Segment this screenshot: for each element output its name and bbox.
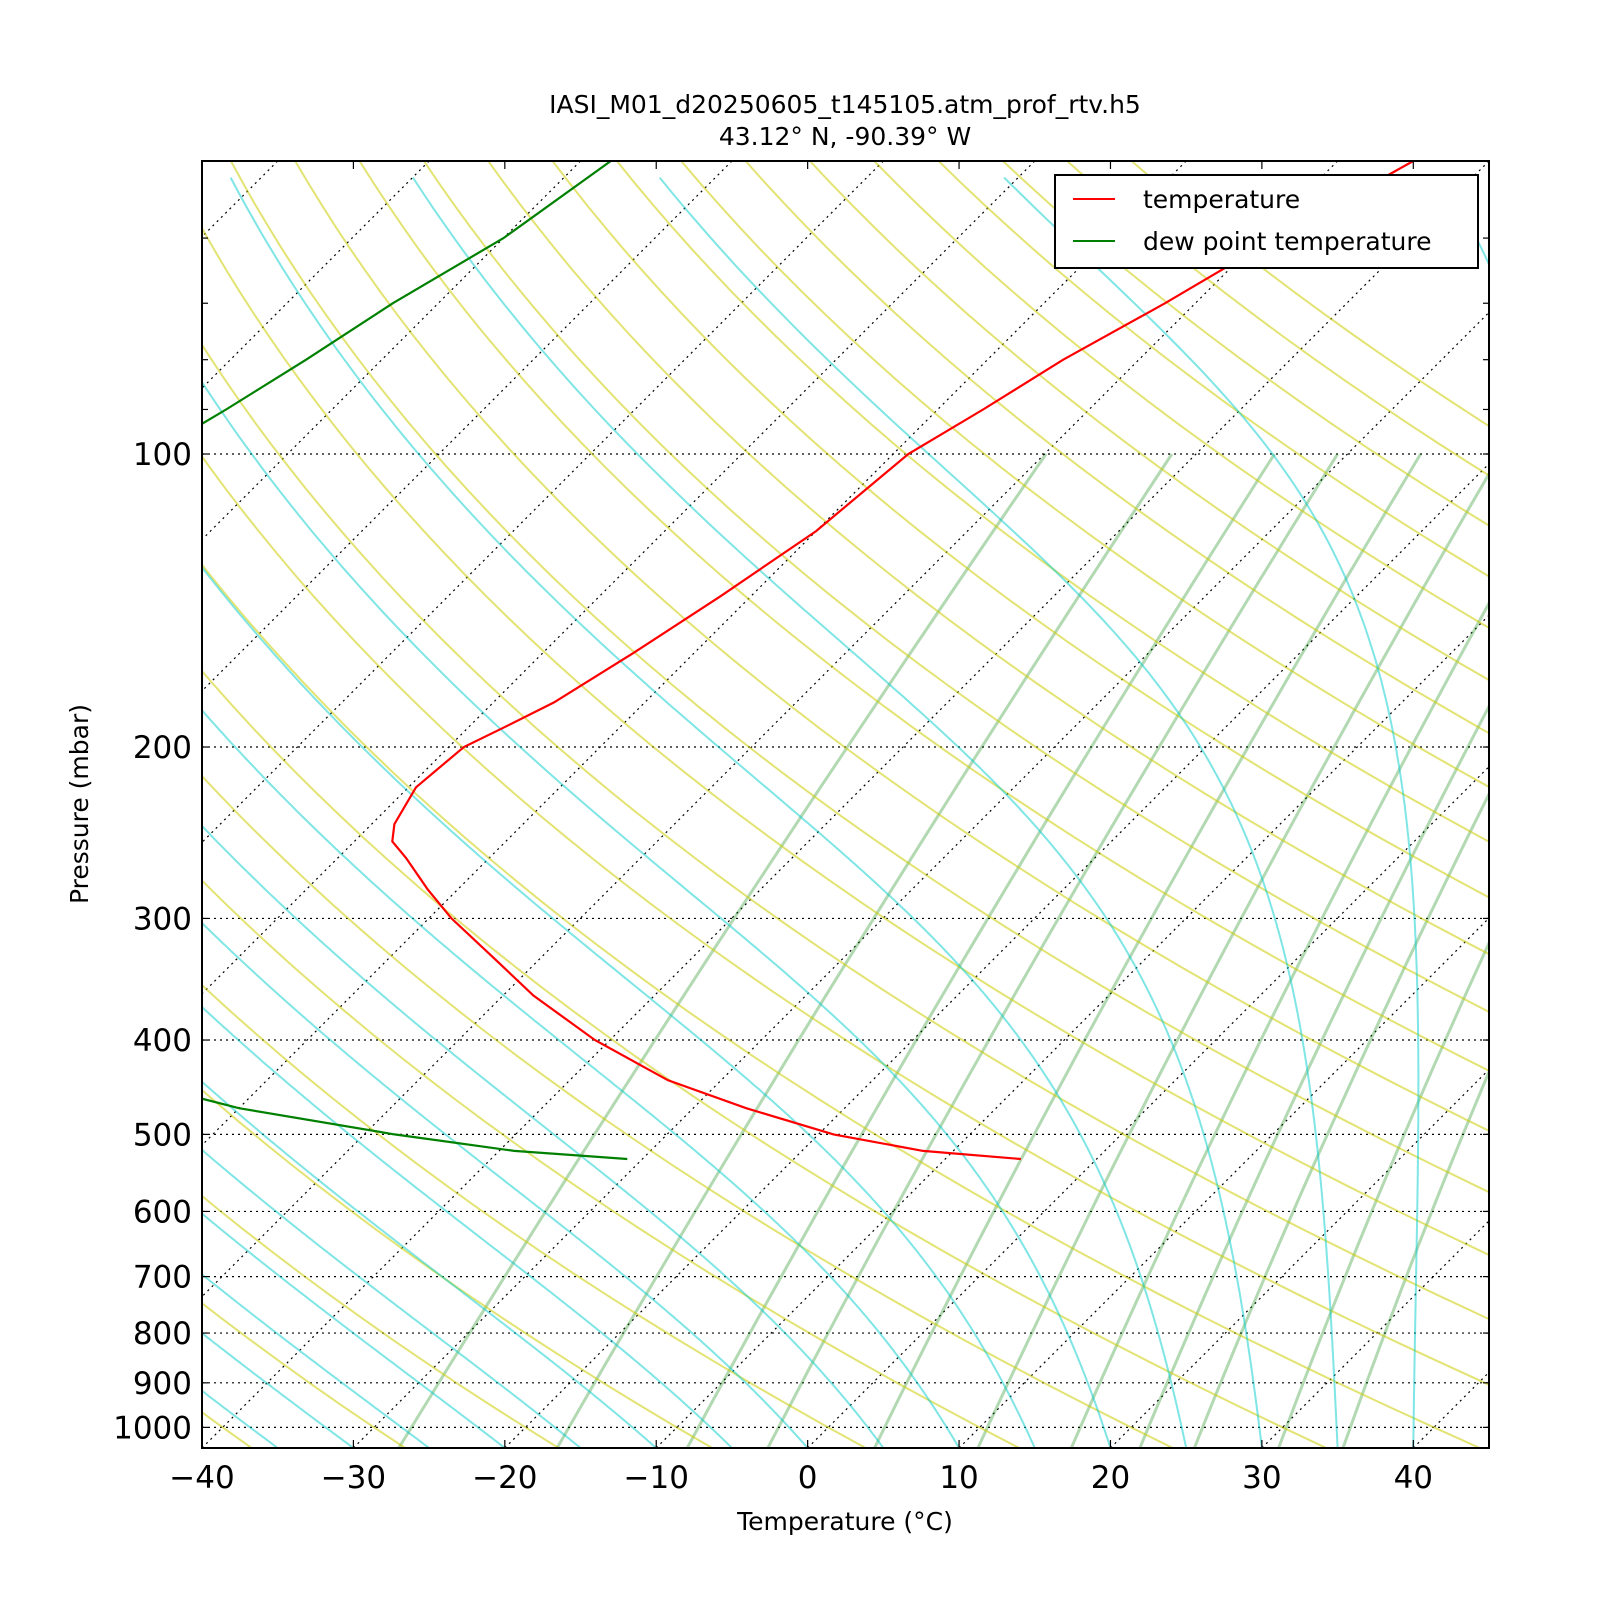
y-tick-label: 400: [133, 1023, 192, 1059]
x-tick-label: 10: [939, 1460, 978, 1496]
y-tick-label: 100: [133, 437, 192, 473]
x-tick-label: −10: [624, 1460, 689, 1496]
x-tick-labels: −40 −30 −20 −10 0 10 20 30 40: [169, 1460, 1433, 1496]
chart-subtitle: 43.12° N, -90.39° W: [719, 122, 971, 151]
chart-title: IASI_M01_d20250605_t145105.atm_prof_rtv.…: [549, 90, 1141, 119]
legend-label-dew-point: dew point temperature: [1143, 227, 1432, 256]
y-tick-label: 300: [133, 901, 192, 937]
x-tick-label: −40: [169, 1460, 234, 1496]
x-tick-label: 20: [1091, 1460, 1130, 1496]
x-tick-label: 0: [798, 1460, 818, 1496]
legend: temperature dew point temperature: [1055, 175, 1478, 268]
x-tick-label: 30: [1242, 1460, 1281, 1496]
y-tick-label: 500: [133, 1117, 192, 1153]
x-tick-label: 40: [1394, 1460, 1433, 1496]
x-axis-label: Temperature (°C): [736, 1507, 953, 1536]
y-tick-label: 800: [133, 1316, 192, 1352]
y-tick-label: 1000: [113, 1410, 192, 1446]
x-tick-label: −20: [472, 1460, 537, 1496]
y-tick-label: 200: [133, 730, 192, 766]
legend-label-temperature: temperature: [1143, 185, 1300, 214]
y-axis-label: Pressure (mbar): [65, 704, 94, 904]
x-tick-label: −30: [321, 1460, 386, 1496]
y-tick-label: 700: [133, 1260, 192, 1296]
y-tick-label: 900: [133, 1366, 192, 1402]
y-tick-label: 600: [133, 1194, 192, 1230]
